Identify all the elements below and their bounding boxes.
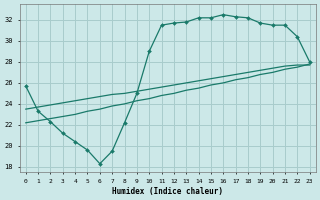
X-axis label: Humidex (Indice chaleur): Humidex (Indice chaleur) bbox=[112, 187, 223, 196]
